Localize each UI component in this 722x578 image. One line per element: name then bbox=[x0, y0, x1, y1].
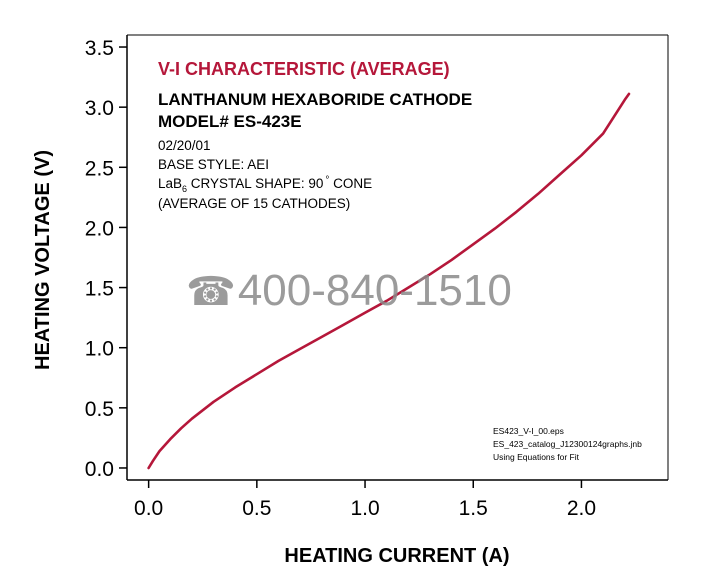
y-tick-label: 3.0 bbox=[85, 97, 114, 120]
file-name-eps: ES423_V-I_00.eps bbox=[493, 426, 564, 436]
file-name-jnb: ES_423_catalog_J12300124graphs.jnb bbox=[493, 439, 642, 449]
y-tick-label: 2.5 bbox=[85, 157, 114, 180]
y-ticks: 0.0 0.5 1.0 1.5 2.0 2.5 3.0 3.5 bbox=[85, 37, 127, 481]
x-axis-title: HEATING CURRENT (A) bbox=[284, 545, 509, 567]
y-tick-label: 2.0 bbox=[85, 217, 114, 240]
chart-title: V-I CHARACTERISTIC (AVERAGE) bbox=[158, 59, 450, 79]
y-tick-label: 1.5 bbox=[85, 278, 114, 301]
watermark-phone-number: 400-840-1510 bbox=[238, 266, 512, 315]
crystal-cone: CONE bbox=[329, 176, 372, 191]
base-style-label: BASE STYLE: AEI bbox=[158, 157, 269, 172]
fit-note: Using Equations for Fit bbox=[493, 452, 580, 462]
crystal-subscript: 6 bbox=[182, 184, 187, 194]
crystal-shape-label: LaB6 CRYSTAL SHAPE: 90 ° CONE bbox=[158, 175, 372, 194]
y-tick-label: 0.0 bbox=[85, 458, 114, 481]
x-tick-label: 2.0 bbox=[567, 497, 596, 520]
crystal-suffix: CRYSTAL SHAPE: 90 bbox=[187, 176, 323, 191]
x-ticks: 0.0 0.5 1.0 1.5 2.0 bbox=[134, 480, 596, 520]
series-line-vi-curve bbox=[147, 92, 631, 470]
phone-icon: ☎ bbox=[186, 270, 236, 314]
y-axis-title: HEATING VOLTAGE (V) bbox=[32, 150, 54, 370]
x-tick-label: 1.0 bbox=[350, 497, 379, 520]
y-tick-label: 0.5 bbox=[85, 398, 114, 421]
y-tick-label: 3.5 bbox=[85, 37, 114, 60]
model-number: MODEL# ES-423E bbox=[158, 112, 302, 131]
x-tick-label: 0.0 bbox=[134, 497, 163, 520]
y-tick-label: 1.0 bbox=[85, 338, 114, 361]
average-note: (AVERAGE OF 15 CATHODES) bbox=[158, 196, 350, 211]
x-tick-label: 0.5 bbox=[242, 497, 271, 520]
date-label: 02/20/01 bbox=[158, 138, 211, 153]
crystal-degree: ° bbox=[325, 175, 329, 186]
x-tick-label: 1.5 bbox=[459, 497, 488, 520]
crystal-prefix: LaB bbox=[158, 176, 182, 191]
cathode-name: LANTHANUM HEXABORIDE CATHODE bbox=[158, 90, 472, 109]
watermark: ☎400-840-1510 bbox=[186, 266, 512, 315]
